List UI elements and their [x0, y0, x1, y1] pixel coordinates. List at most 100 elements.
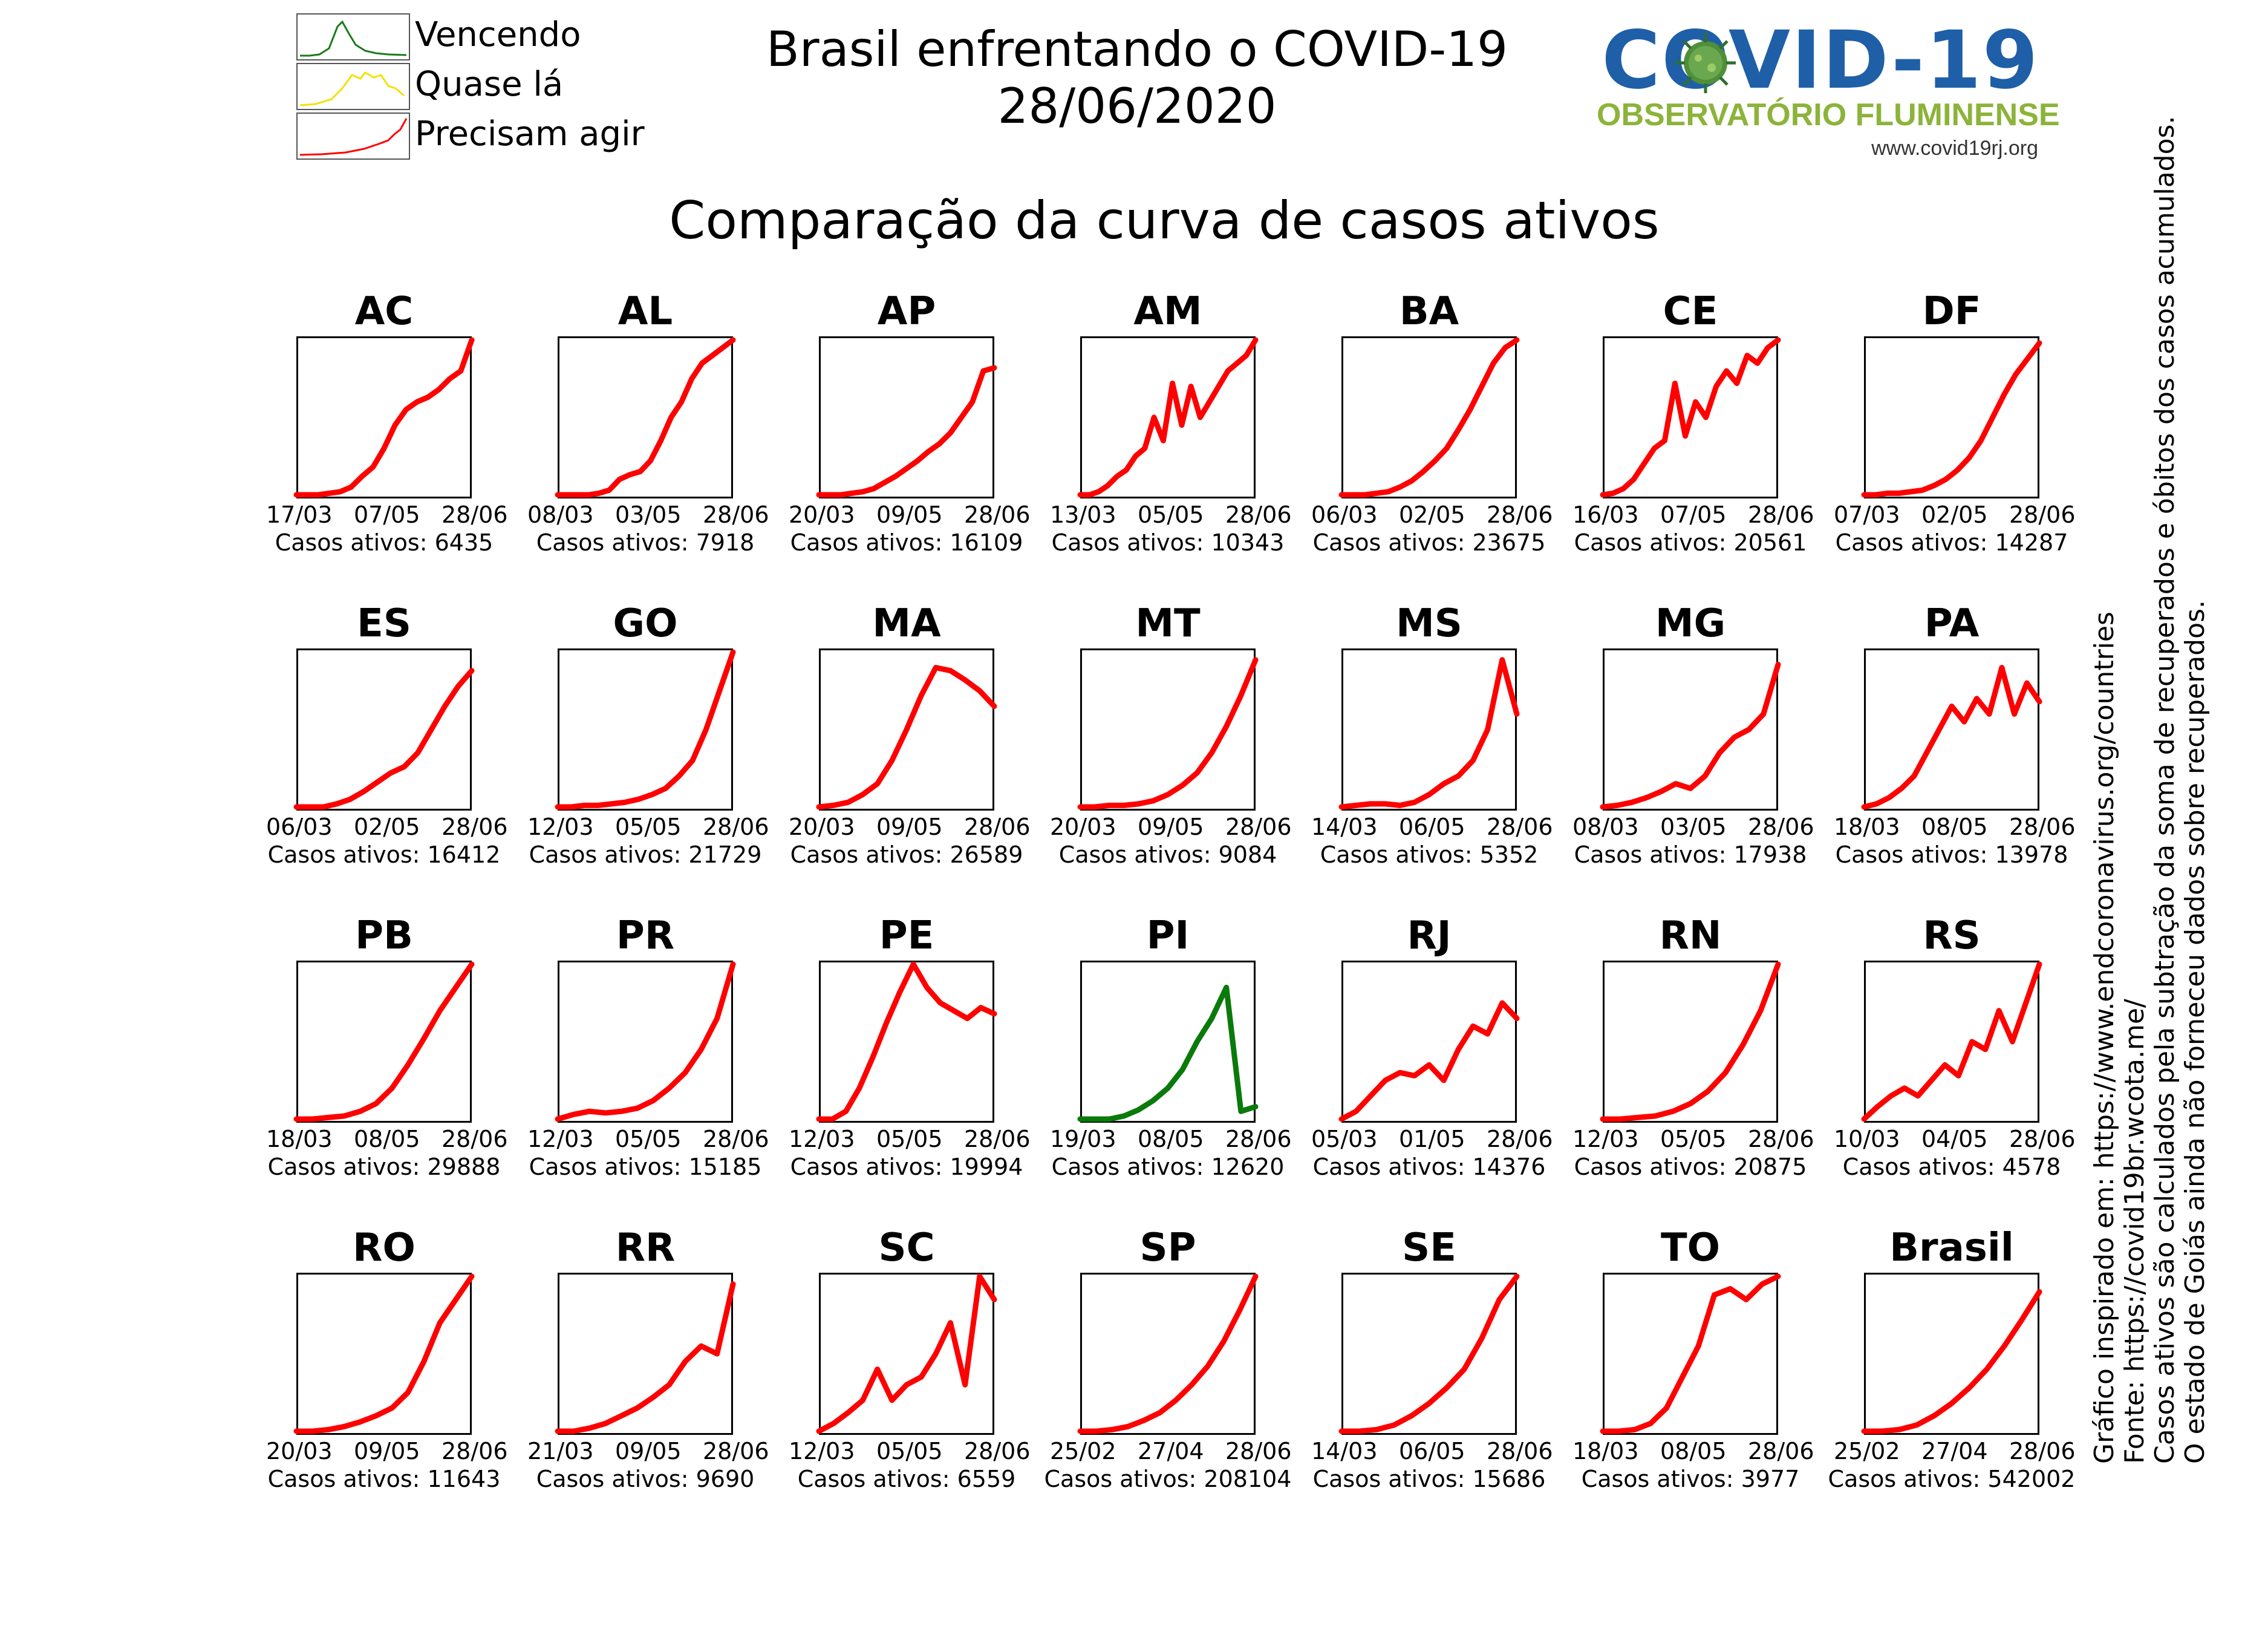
legend-red-curve	[299, 118, 408, 156]
panel-sc: SC 12/03 05/05 28/06 Casos ativos: 6559	[789, 1226, 1079, 1511]
series-line	[555, 961, 736, 1122]
x-tick-label: 28/06	[703, 501, 769, 528]
x-tick-label: 18/03	[1834, 814, 1900, 840]
panel-title: RN	[1659, 913, 1722, 958]
x-tick-label: 10/03	[1834, 1126, 1900, 1152]
series-line	[1338, 1000, 1520, 1122]
panel-go: GO 12/03 05/05 28/06 Casos ativos: 21729	[527, 602, 818, 887]
x-tick-label: 07/03	[1834, 501, 1900, 528]
active-cases-label: Casos ativos: 9690	[536, 1466, 755, 1492]
panel-plot	[293, 1273, 475, 1434]
panel-rr: RR 21/03 09/05 28/06 Casos ativos: 9690	[527, 1227, 818, 1511]
series-line	[293, 668, 475, 810]
panel-title: PB	[355, 913, 413, 958]
x-tick-label: 28/06	[1487, 814, 1553, 840]
panel-plot	[1077, 337, 1259, 498]
note-method: Casos ativos são calculados pela subtraç…	[2149, 116, 2180, 1464]
series-line	[1338, 657, 1520, 810]
active-cases-label: Casos ativos: 13978	[1835, 841, 2068, 868]
series-line	[555, 649, 736, 810]
note-source: Fonte: https://covid19br.wcota.me/	[2119, 999, 2150, 1464]
panel-ro: RO 20/03 09/05 28/06 Casos ativos: 11643	[266, 1227, 556, 1511]
x-tick-label: 09/05	[1138, 814, 1204, 840]
active-cases-label: Casos ativos: 23675	[1312, 529, 1546, 556]
series-line	[816, 961, 997, 1122]
x-tick-label: 18/03	[266, 1126, 333, 1152]
panel-pi: PI 19/03 08/05 28/06 Casos ativos: 12620	[1050, 915, 1340, 1199]
series-line	[555, 337, 736, 498]
series-line	[293, 1273, 475, 1434]
panel-to: TO 18/03 08/05 28/06 Casos ativos: 3977	[1572, 1227, 1863, 1511]
x-tick-label: 19/03	[1050, 1126, 1116, 1152]
x-tick-label: 09/05	[876, 814, 943, 840]
active-cases-label: Casos ativos: 4578	[1842, 1154, 2061, 1180]
x-tick-label: 09/05	[354, 1438, 420, 1464]
panel-plot	[293, 668, 475, 810]
x-tick-label: 20/03	[789, 501, 855, 528]
x-tick-label: 09/05	[876, 501, 943, 528]
x-tick-label: 28/06	[964, 501, 1031, 528]
panel-title: MA	[872, 601, 941, 646]
x-tick-label: 06/03	[266, 814, 333, 840]
x-tick-label: 01/05	[1399, 1126, 1465, 1152]
logo-url: www.covid19rj.org	[1871, 137, 2038, 160]
x-tick-label: 28/06	[442, 501, 508, 528]
x-tick-label: 28/06	[1487, 1126, 1553, 1152]
panel-title: AL	[618, 289, 673, 334]
panel-title: CE	[1663, 289, 1718, 334]
page-title: Brasil enfrentando o COVID-19	[766, 21, 1508, 77]
plot-area	[1603, 961, 1778, 1123]
x-tick-label: 28/06	[703, 1126, 769, 1152]
panel-plot	[1861, 1289, 2042, 1434]
panel-mg: MG 08/03 03/05 28/06 Casos ativos: 17938	[1572, 602, 1863, 887]
x-tick-label: 05/05	[1660, 1126, 1727, 1152]
series-line	[1600, 961, 1781, 1122]
panel-plot	[293, 337, 475, 498]
panel-mt: MT 20/03 09/05 28/06 Casos ativos: 9084	[1050, 602, 1340, 887]
series-line	[293, 337, 475, 498]
panel-al: AL 08/03 03/05 28/06 Casos ativos: 7918	[527, 289, 818, 575]
plot-area	[819, 648, 994, 811]
active-cases-label: Casos ativos: 208104	[1044, 1466, 1292, 1492]
page-date: 28/06/2020	[997, 78, 1277, 134]
x-tick-label: 20/03	[789, 814, 855, 840]
x-tick-label: 25/02	[1834, 1438, 1900, 1464]
panel-plot	[1338, 337, 1520, 498]
series-line	[816, 665, 997, 810]
x-tick-label: 03/05	[615, 501, 682, 528]
series-line	[1338, 1273, 1520, 1434]
x-tick-label: 28/06	[1748, 1126, 1814, 1152]
panel-ap: AP 20/03 09/05 28/06 Casos ativos: 16109	[789, 290, 1079, 575]
plot-area	[819, 961, 994, 1123]
x-tick-label: 20/03	[1050, 814, 1116, 840]
x-tick-label: 16/03	[1572, 501, 1639, 528]
panel-rs: RS 10/03 04/05 28/06 Casos ativos: 4578	[1834, 915, 2124, 1199]
panel-pb: PB 18/03 08/05 28/06 Casos ativos: 29888	[266, 913, 556, 1199]
active-cases-label: Casos ativos: 5352	[1320, 841, 1539, 868]
panel-ms: MS 14/03 06/05 28/06 Casos ativos: 5352	[1311, 602, 1602, 887]
x-tick-label: 14/03	[1311, 1438, 1378, 1464]
series-line	[1861, 1289, 2042, 1434]
series-line	[1338, 337, 1520, 498]
series-line	[293, 961, 475, 1122]
panel-plot	[816, 961, 997, 1122]
active-cases-label: Casos ativos: 11643	[267, 1466, 501, 1492]
legend-swatch-red	[296, 113, 410, 160]
panel-plot	[1077, 984, 1259, 1122]
legend-label-precisam-agir: Precisam agir	[415, 114, 645, 154]
panel-title: RJ	[1407, 913, 1452, 958]
panel-title: PE	[879, 913, 934, 958]
x-tick-label: 25/02	[1050, 1438, 1116, 1464]
panel-plot	[1600, 662, 1781, 810]
panel-title: SC	[878, 1226, 935, 1270]
active-cases-label: Casos ativos: 14287	[1835, 529, 2068, 556]
x-tick-label: 18/03	[1572, 1438, 1639, 1464]
legend-green-curve	[300, 20, 407, 57]
active-cases-label: Casos ativos: 16109	[790, 529, 1023, 556]
x-tick-label: 28/06	[703, 814, 769, 840]
active-cases-label: Casos ativos: 19994	[790, 1154, 1023, 1180]
x-tick-label: 17/03	[266, 501, 333, 528]
x-tick-label: 28/06	[2009, 1438, 2076, 1464]
legend-swatch-green	[296, 13, 410, 60]
x-tick-label: 28/06	[964, 1126, 1031, 1152]
